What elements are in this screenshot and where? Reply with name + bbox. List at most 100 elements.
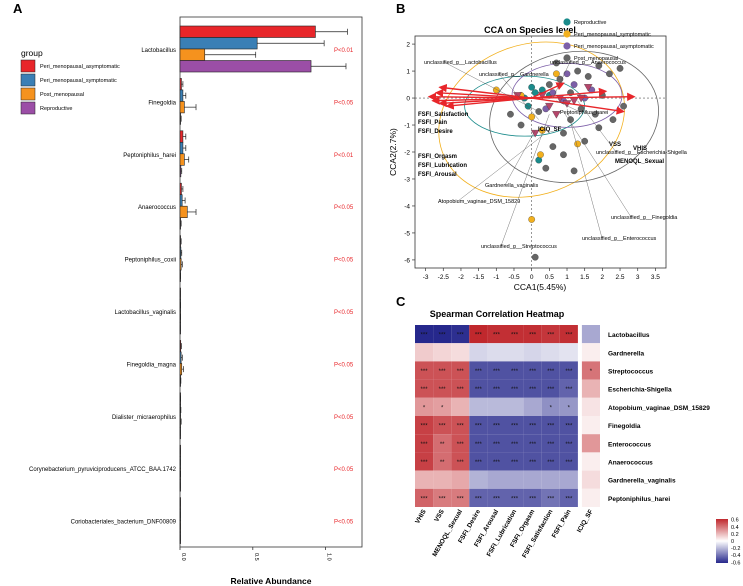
panel-c-heatmap-cell (581, 379, 600, 398)
panel-b-ytick-label: -2 (404, 150, 410, 157)
panel-c-heatmap-cell (451, 343, 470, 362)
panel-c-row-label: Escherichia-Shigella (608, 387, 672, 394)
panel-a-bar (179, 351, 182, 364)
panel-c-heatmap-cell (581, 397, 600, 416)
panel-b-sample-point (606, 70, 613, 78)
panel-b-xtick-label: -3 (423, 274, 429, 281)
panel-b-annotation-leader (566, 108, 603, 239)
panel-b-sample-point (570, 81, 578, 88)
panel-b-sample-point (560, 129, 567, 137)
panel-b-arrow-label: VSS (609, 142, 621, 148)
panel-c-heatmap-cell (523, 416, 542, 435)
panel-b-cca-plot: CCA on Species level -3 -2.5 -2 -1.5 -1 -0.5 0… (388, 18, 688, 292)
panel-c-heatmap-cell (415, 397, 434, 416)
panel-a-legend-swatch (20, 87, 36, 101)
panel-c-significance-stars: *** (475, 442, 483, 448)
panel-c-heatmap-cell (451, 452, 470, 471)
panel-c-heatmap-cell (451, 470, 470, 489)
panel-c-heatmap-cell (451, 361, 470, 380)
panel-a-category-label: Lactobacillus (141, 48, 176, 54)
panel-a-bar (179, 363, 183, 376)
panel-c-significance-stars: *** (439, 387, 447, 393)
panel-c-row-label: Streptococcus (608, 369, 654, 376)
panel-c-heatmap-cell (559, 397, 578, 416)
panel-c-significance-stars: *** (421, 442, 429, 448)
panel-b-xtick-label: -1.5 (473, 274, 485, 281)
panel-b-sample-point (545, 81, 553, 88)
panel-c-heatmap: Spearman Correlation Heatmap *** *** *** **… (414, 309, 740, 566)
panel-c-significance-stars: *** (511, 424, 519, 430)
panel-a-frame (179, 16, 363, 548)
panel-b-annotation-label: Gardnerella_vaginalis (485, 183, 538, 189)
panel-a-xlabel: Relative Abundance (231, 576, 312, 586)
panel-c-column-label: ICIQ_SF (576, 508, 595, 533)
panel-b-env-arrow (445, 97, 532, 110)
panel-c-heatmap-cell (451, 488, 470, 507)
panel-c-significance-stars: *** (475, 333, 483, 339)
panel-c-heatmap-cell (469, 325, 488, 344)
panel-c-significance-stars: *** (457, 460, 465, 466)
panel-b-title: CCA on Species level (484, 25, 576, 35)
panel-c-heatmap-cell (505, 397, 524, 416)
panel-b-xtick-label: 2.5 (616, 274, 625, 281)
panel-b-sample-point (570, 167, 578, 175)
panel-c-significance-stars: *** (493, 333, 501, 339)
panel-c-row-label: Gardnerella_vaginalis (608, 478, 676, 485)
panel-b-ellipse-peri-symptomatic (438, 41, 625, 198)
panel-c-heatmap-cell (415, 434, 434, 453)
panel-c-significance-stars: *** (547, 387, 555, 393)
panel-a-pvalue: P<0.05 (334, 362, 354, 368)
panel-b-sample-point (591, 110, 599, 118)
panel-b-legend-label: Post_menopausal (574, 56, 618, 62)
panel-a-xtick-label: 0.0 (180, 553, 186, 561)
panel-c-colorbar-tick: -0.2 (731, 546, 740, 552)
panel-c-colorbar: 0.60.40.20-0.2-0.4-0.6 (716, 518, 740, 566)
panel-c-heatmap-cell (523, 397, 542, 416)
panel-c-column-label: FSFI_Pain (551, 508, 573, 539)
panel-c-heatmap-cell (469, 470, 488, 489)
panel-c-heatmap-cell (581, 470, 600, 489)
panel-c-significance-stars: *** (565, 442, 573, 448)
panel-c-heatmap-cell (523, 488, 542, 507)
panel-c-significance-stars: *** (439, 369, 447, 375)
panel-c-heatmap-cell (415, 325, 434, 344)
panel-c-heatmap-cell (433, 379, 452, 398)
panel-b-ytick-label: -5 (404, 230, 410, 237)
panel-c-heatmap-cell (581, 361, 600, 380)
panel-c-significance-stars: *** (439, 333, 447, 339)
panel-c-heatmap-cell (523, 379, 542, 398)
panel-b-arrow-label: FSFI_Desire (418, 129, 453, 135)
panel-b-xtick-label: -0.5 (508, 274, 520, 281)
panel-b-legend-marker (563, 18, 571, 26)
panel-b-sample-point (553, 70, 560, 78)
panel-c-heatmap-cell (487, 343, 506, 362)
panel-b-ylabel: CCA2(2.7%) (388, 128, 398, 176)
panel-c-heatmap-cell (487, 397, 506, 416)
panel-a-bar (179, 101, 185, 114)
panel-b-arrow-label: ICIQ_SF (538, 127, 562, 133)
panel-a-pvalue: P<0.05 (334, 258, 354, 264)
panel-b-sample-point (560, 151, 567, 159)
panel-c-significance-stars: *** (547, 369, 555, 375)
panel-c-significance-stars: *** (493, 387, 501, 393)
panel-b-sample-point (556, 75, 564, 83)
panel-a-category-label: Lactobacillus_vaginalis (115, 310, 176, 316)
panel-c-heatmap-cell (505, 416, 524, 435)
panel-a-pvalue: P<0.05 (334, 467, 354, 473)
panel-b-sample-point (517, 121, 525, 129)
panel-b-env-arrow (531, 82, 565, 99)
panel-c-significance-stars: *** (493, 424, 501, 430)
panel-c-significance-stars: *** (421, 496, 429, 502)
panel-c-heatmap-cell (469, 488, 488, 507)
panel-b-arrow-label: FSFI_Lubrication (418, 163, 467, 169)
panel-c-significance-stars: *** (421, 460, 429, 466)
panel-c-heatmap-cell (487, 434, 506, 453)
panel-c-heatmap-cell (559, 452, 578, 471)
panel-b-annotation-label: unclassified_g__Gardnerella (479, 72, 550, 78)
panel-b-sample-point (528, 113, 536, 121)
panel-c-heatmap-cell (433, 325, 452, 344)
panel-c-significance-stars: *** (529, 442, 537, 448)
panel-c-heatmap-cell (469, 379, 488, 398)
panel-c-heatmap-cell (451, 434, 470, 453)
panel-b-xtick-label: 1.5 (580, 274, 589, 281)
